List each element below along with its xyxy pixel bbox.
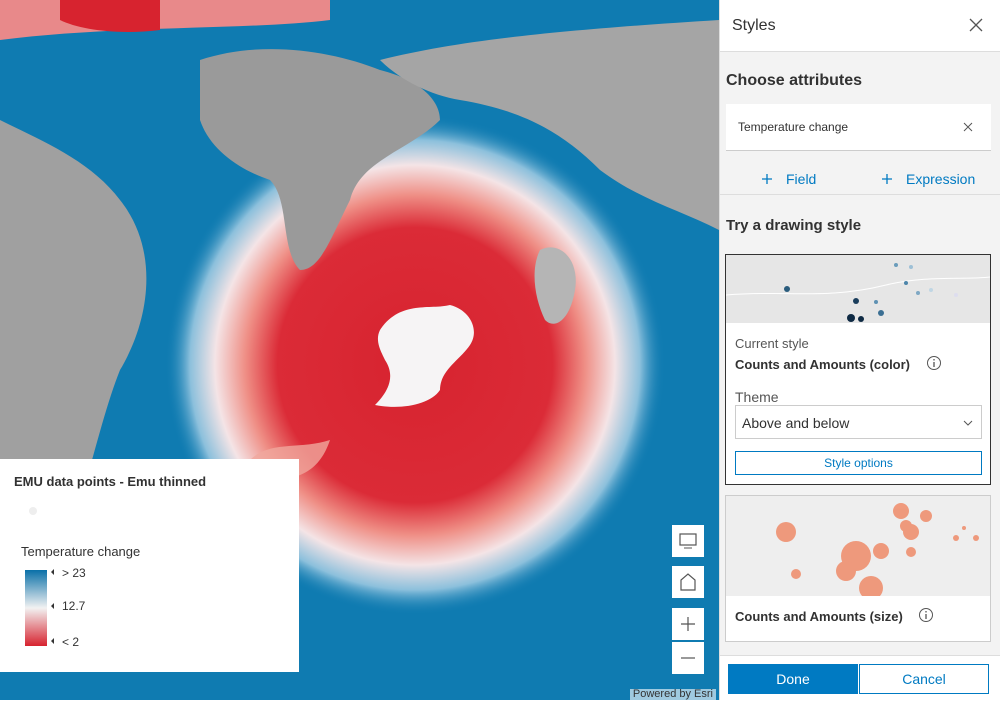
styles-panel: Styles Choose attributes Temperature cha… [719,0,1000,701]
done-label: Done [776,671,810,687]
info-icon[interactable] [926,355,942,371]
legend-layer-title: EMU data points - Emu thinned [14,474,207,489]
attribution: Powered by Esri [629,689,716,700]
style-card-current[interactable]: Current style Counts and Amounts (color)… [725,254,991,485]
panel-header: Styles [720,0,1000,52]
theme-value: Above and below [742,415,850,431]
style-preview [726,496,990,596]
style-card-size[interactable]: Counts and Amounts (size) [725,495,991,642]
drawing-title: Try a drawing style [726,217,862,234]
remove-attribute[interactable] [963,122,973,132]
legend: EMU data points - Emu thinned Temperatur… [0,459,299,672]
style-preview [726,255,990,323]
current-style: Counts and Amounts (color) [735,357,911,372]
done-button[interactable]: Done [728,664,858,694]
attribute-chip: Temperature change [726,104,991,151]
legend-stop-label: > 23 [62,566,86,580]
cancel-button[interactable]: Cancel [859,664,989,694]
attribute-name: Temperature change [738,120,849,134]
add-expression-label: Expression [906,171,976,187]
section-title: Choose attributes [726,72,863,89]
close-button[interactable] [969,18,983,32]
add-field-label: Field [786,171,817,187]
legend-stop-label: < 2 [62,635,80,649]
legend-stop-label: 12.7 [62,599,86,613]
theme-select[interactable]: Above and below [735,405,982,439]
panel-title: Styles [732,17,776,34]
add-expression-button[interactable]: Expression [880,170,975,188]
theme-label: Theme [735,389,779,405]
style-options-button[interactable]: Style options [735,451,982,475]
panel-footer: Done Cancel [720,655,1000,701]
current-label: Current style [735,336,809,351]
home-button[interactable] [672,566,704,598]
style-options-label: Style options [824,456,893,470]
add-field-button[interactable]: Field [760,170,816,188]
legend-field: Temperature change [21,544,141,559]
cancel-label: Cancel [902,671,946,687]
alt-style: Counts and Amounts (size) [735,609,903,624]
legend-symbol [29,507,37,515]
legend-ramp [25,569,54,646]
fullscreen-button[interactable] [672,525,704,557]
info-icon[interactable] [918,607,934,623]
